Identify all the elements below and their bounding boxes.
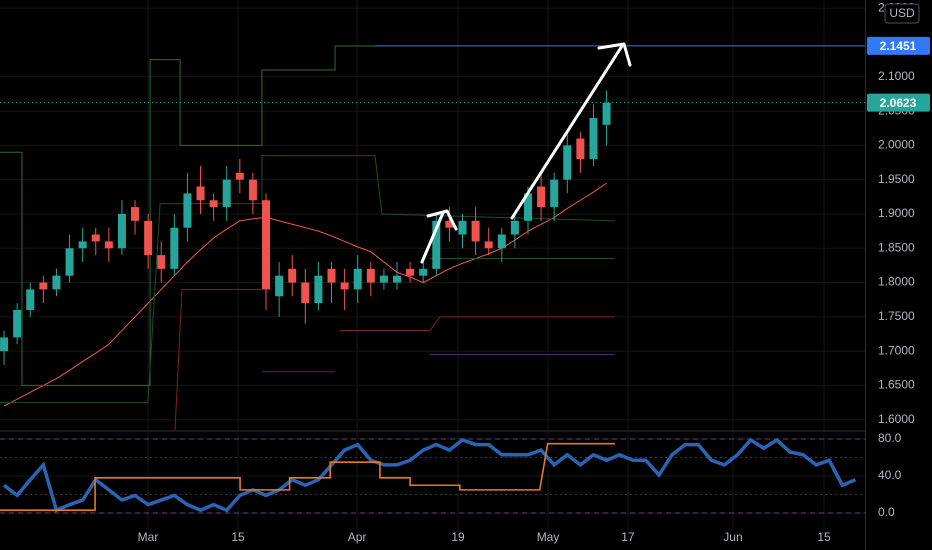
candle-body <box>537 186 546 208</box>
y-tick-label: 2.0000 <box>878 138 915 152</box>
series-line <box>3 182 607 407</box>
candle-body <box>78 241 87 249</box>
candle-body <box>393 275 402 283</box>
candle-body <box>340 282 349 290</box>
arrow-line <box>510 44 624 220</box>
candle-body <box>379 275 388 283</box>
candle-body <box>196 186 205 201</box>
x-tick-label: May <box>537 530 560 544</box>
x-tick-label: Apr <box>348 530 367 544</box>
price-label-box <box>867 36 930 55</box>
y-tick-label: 1.8500 <box>878 240 915 254</box>
y-tick-label: 1.8000 <box>878 275 915 289</box>
arrow-head <box>597 42 632 67</box>
candle-body <box>288 268 297 283</box>
x-tick-label: 17 <box>621 530 635 544</box>
candle-body <box>497 234 506 249</box>
candle-body <box>484 241 493 249</box>
candle-body <box>327 268 336 283</box>
candle-body <box>13 309 22 338</box>
candle-body <box>144 220 153 256</box>
candle-body <box>183 193 192 228</box>
candle-body <box>458 220 467 235</box>
y-tick-label: 80.0 <box>878 431 902 445</box>
y-tick-label: 1.9500 <box>878 172 915 186</box>
candle-body <box>170 227 179 269</box>
candle-body <box>563 145 572 180</box>
candle-body <box>262 200 271 290</box>
candle-body <box>589 117 598 160</box>
candle-body <box>471 220 480 242</box>
candle-body <box>353 268 362 290</box>
candle-body <box>419 268 428 276</box>
candle-body <box>91 234 100 242</box>
annotation-arrows <box>420 42 632 264</box>
currency-label: USD <box>889 6 915 20</box>
arrow-head <box>426 209 458 231</box>
candle-body <box>65 248 74 276</box>
price-pane <box>0 45 865 431</box>
y-tick-label: 1.7000 <box>878 343 915 357</box>
y-tick-label: 0.0 <box>878 505 895 519</box>
candle-body <box>39 282 48 290</box>
y-tick-label: 2.1000 <box>878 69 915 83</box>
x-tick-label: 19 <box>451 530 465 544</box>
candle-body <box>602 102 611 125</box>
price-label: 2.1451 <box>880 39 917 53</box>
y-tick-label: 1.9000 <box>878 206 915 220</box>
candle-body <box>222 179 231 208</box>
arrow-line <box>420 211 445 264</box>
price-label-box <box>867 93 930 112</box>
price-label: 2.0623 <box>880 96 917 110</box>
candle-body <box>26 289 35 310</box>
candle-body <box>366 268 375 283</box>
candle-body <box>275 275 284 297</box>
y-tick-label: 1.6000 <box>878 412 915 426</box>
candle-body <box>406 268 415 276</box>
candle-body <box>550 179 559 208</box>
y-tick-label: 40.0 <box>878 468 902 482</box>
candle-body <box>157 255 166 269</box>
candle-body <box>432 220 441 269</box>
candle-body <box>445 220 454 228</box>
x-tick-label: Jun <box>723 530 742 544</box>
candle-body <box>523 193 532 221</box>
candle-body <box>209 200 218 208</box>
candle-body <box>0 337 9 352</box>
candle-body <box>576 138 585 160</box>
series-line <box>0 442 615 512</box>
candle-body <box>235 172 244 180</box>
candle-body <box>314 275 323 304</box>
price-axis: 1.6000 1.6500 1.7000 1.7500 1.8000 1.8500 1.90… <box>867 0 930 519</box>
series-line <box>261 354 615 373</box>
x-tick-label: Mar <box>138 530 159 544</box>
y-tick-label: 1.7500 <box>878 309 915 323</box>
candle-body <box>301 282 310 304</box>
candle-body <box>248 179 257 201</box>
y-tick-label: 1.6500 <box>878 378 915 392</box>
candle-body <box>104 241 113 249</box>
x-tick-label: 15 <box>817 530 831 544</box>
series-line <box>0 155 615 404</box>
currency-badge[interactable] <box>884 3 920 24</box>
series-line <box>2 437 857 513</box>
candle-body <box>131 207 140 221</box>
series-line <box>174 288 615 431</box>
candle-body <box>117 213 126 249</box>
candle-body <box>510 220 519 235</box>
oscillator-pane <box>0 437 865 514</box>
candle-body <box>52 275 61 290</box>
x-tick-label: 15 <box>231 530 245 544</box>
